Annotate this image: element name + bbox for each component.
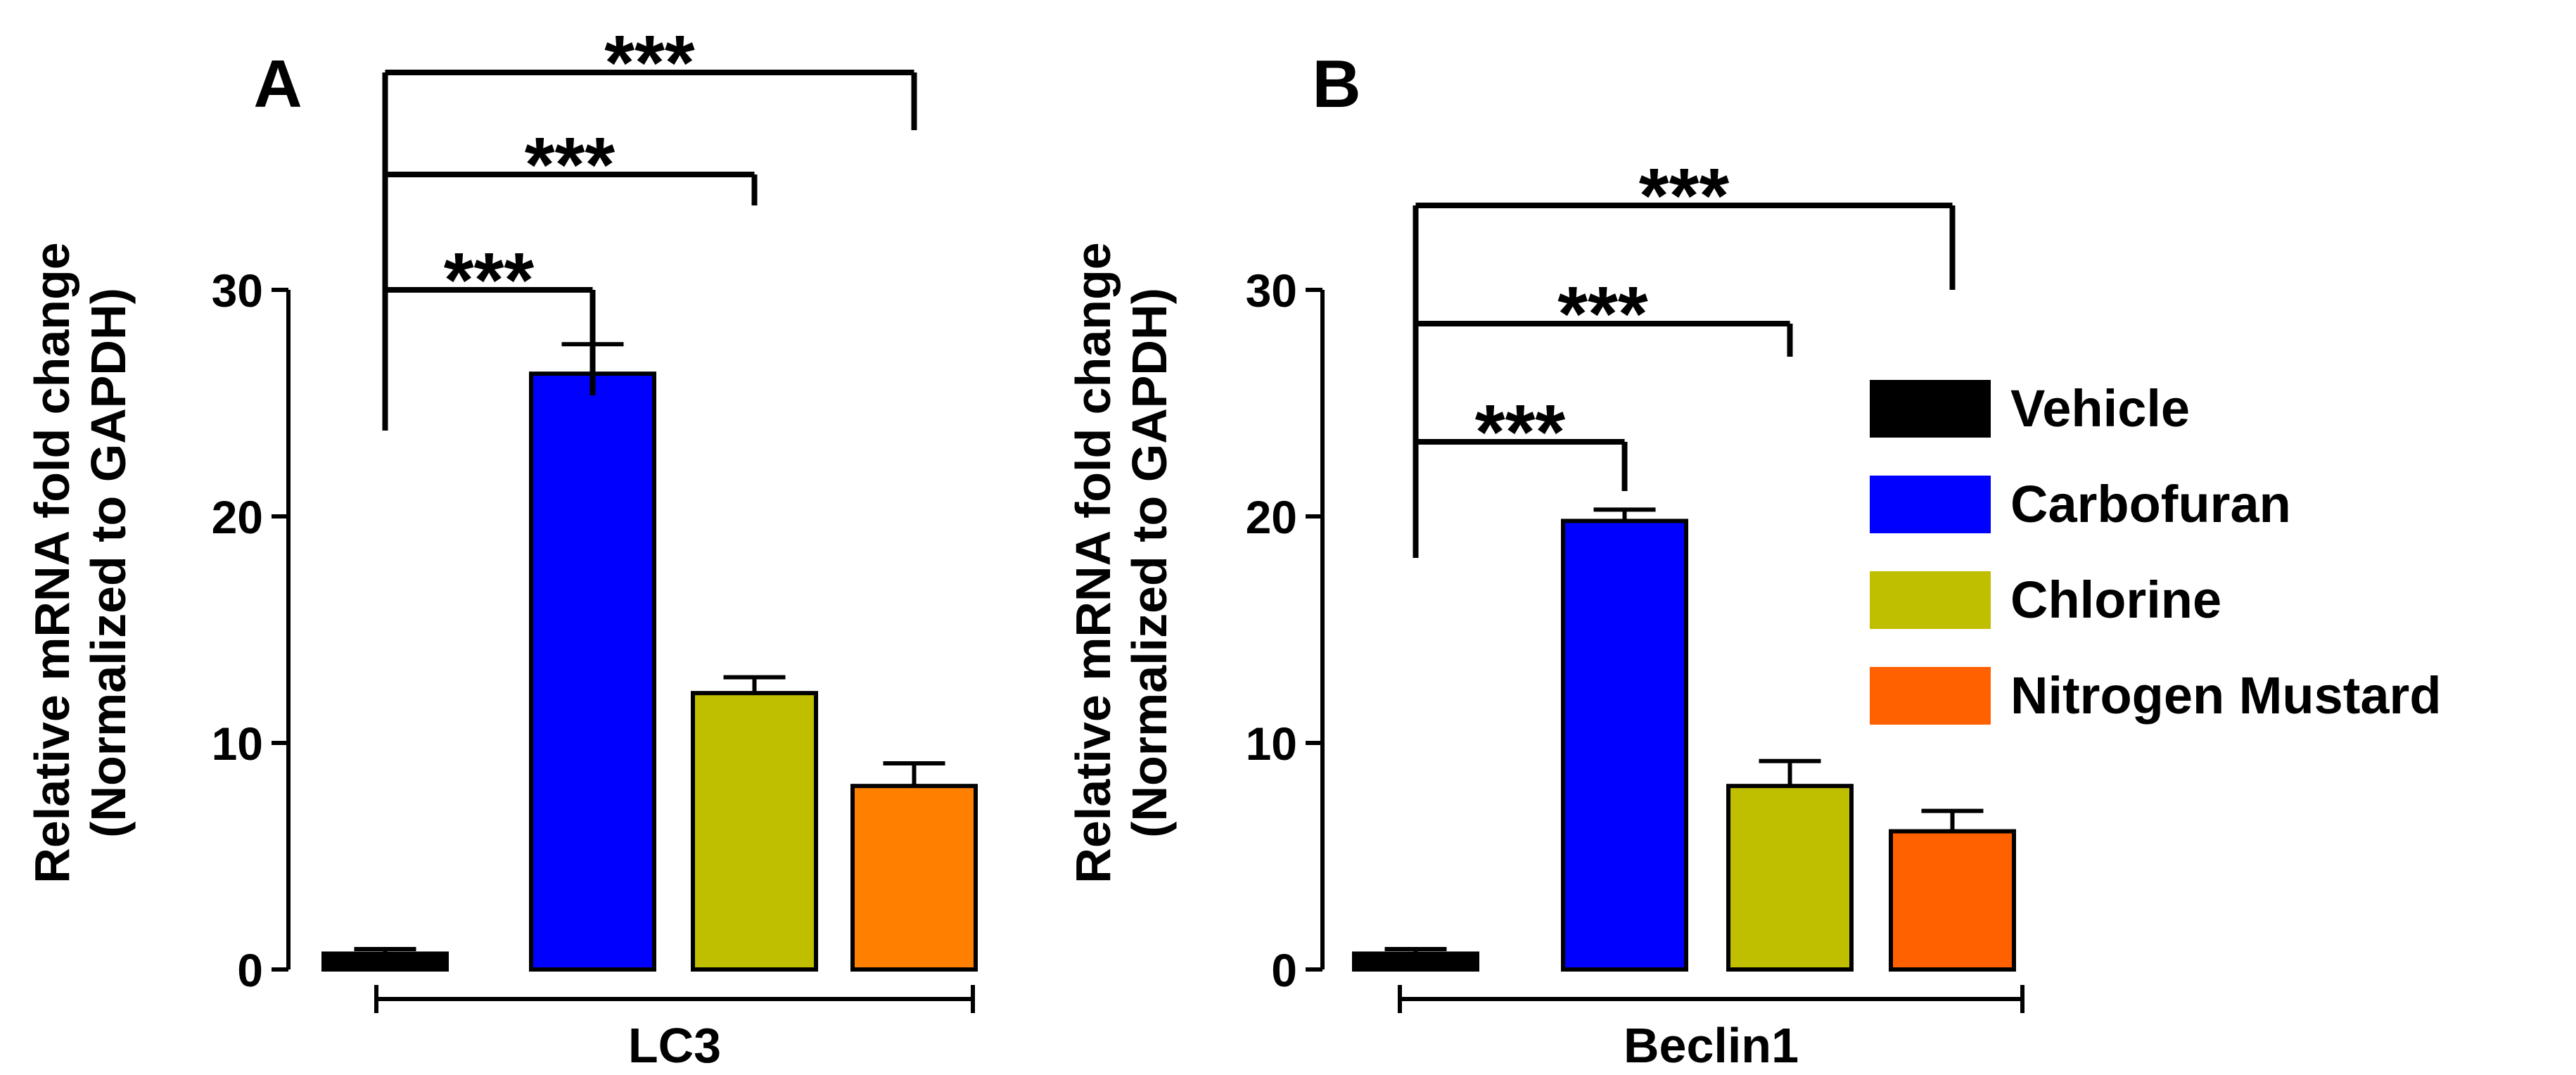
panel-b-y-tick-label: 10 xyxy=(1246,718,1297,770)
panel-b-sig-stars: *** xyxy=(1475,389,1566,476)
legend-label: Vehicle xyxy=(2010,379,2190,438)
panel-a-xlabel: LC3 xyxy=(628,1018,721,1073)
legend-swatch xyxy=(1870,571,1991,629)
panel-a-label: A xyxy=(253,46,302,122)
panel-a-sig-stars: *** xyxy=(604,20,695,106)
panel-a-sig-stars: *** xyxy=(525,122,616,208)
panel-a-ylabel-line2: (Normalized to GAPDH) xyxy=(81,288,136,838)
panel-b-bar xyxy=(1726,784,1854,972)
panel-a-chart: A Relative mRNA fold change (Normalized … xyxy=(25,20,978,1073)
legend-label: Nitrogen Mustard xyxy=(2010,666,2442,725)
panel-a-bar xyxy=(321,951,449,972)
panel-a-ylabel-line1: Relative mRNA fold change xyxy=(25,242,79,883)
legend-swatch xyxy=(1870,667,1991,725)
panel-a-y-tick-label: 0 xyxy=(237,944,263,996)
panel-b-ylabel-line1: Relative mRNA fold change xyxy=(1066,242,1121,883)
legend-label: Chlorine xyxy=(2010,571,2221,629)
panel-a-y-tick-label: 20 xyxy=(212,491,263,543)
panel-b-sig-stars: *** xyxy=(1639,153,1730,239)
panel-a-y-tick-label: 30 xyxy=(212,265,263,317)
legend-swatch xyxy=(1870,380,1991,438)
panel-a-bar xyxy=(529,371,656,972)
panel-b-bar xyxy=(1889,829,2016,972)
panel-b-xlabel: Beclin1 xyxy=(1624,1018,1799,1073)
panel-a-sig-stars: *** xyxy=(444,237,535,324)
panel-b-ylabel-line2: (Normalized to GAPDH) xyxy=(1122,288,1177,838)
panel-b-y-tick-label: 30 xyxy=(1246,265,1297,317)
panel-a-bar xyxy=(850,784,978,972)
panel-b-bar xyxy=(1352,951,1479,972)
legend-swatch xyxy=(1870,476,1991,533)
panel-b-y-tick-label: 0 xyxy=(1271,944,1297,996)
panel-b-label: B xyxy=(1312,46,1360,122)
panel-b-y-tick-label: 20 xyxy=(1246,491,1297,543)
panel-b-chart: B Relative mRNA fold change (Normalized … xyxy=(1066,46,2025,1073)
legend: Vehicle Carbofuran Chlorine Nitrogen Mustar… xyxy=(1870,379,2442,725)
panel-a-y-tick-label: 10 xyxy=(212,718,263,770)
panel-b-sig-stars: *** xyxy=(1557,271,1648,357)
legend-label: Carbofuran xyxy=(2010,475,2291,533)
panel-a-bar xyxy=(691,691,818,972)
panel-b-bar xyxy=(1561,519,1688,972)
